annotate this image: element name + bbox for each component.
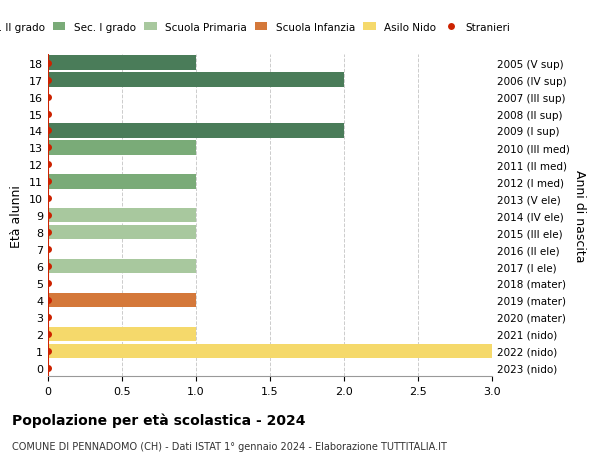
Text: Popolazione per età scolastica - 2024: Popolazione per età scolastica - 2024 — [12, 413, 305, 428]
Y-axis label: Anni di nascita: Anni di nascita — [574, 169, 586, 262]
Bar — [48, 175, 196, 189]
Bar — [48, 208, 196, 223]
Bar — [48, 124, 344, 138]
Bar — [48, 327, 196, 341]
Y-axis label: Età alunni: Età alunni — [10, 185, 23, 247]
Bar — [48, 293, 196, 308]
Bar — [48, 225, 196, 240]
Bar — [48, 56, 196, 71]
Bar — [48, 73, 344, 88]
Bar — [48, 259, 196, 274]
Legend: Sec. II grado, Sec. I grado, Scuola Primaria, Scuola Infanzia, Asilo Nido, Stran: Sec. II grado, Sec. I grado, Scuola Prim… — [0, 18, 514, 37]
Bar — [48, 344, 492, 358]
Text: COMUNE DI PENNADOMO (CH) - Dati ISTAT 1° gennaio 2024 - Elaborazione TUTTITALIA.: COMUNE DI PENNADOMO (CH) - Dati ISTAT 1°… — [12, 441, 447, 451]
Bar — [48, 141, 196, 155]
